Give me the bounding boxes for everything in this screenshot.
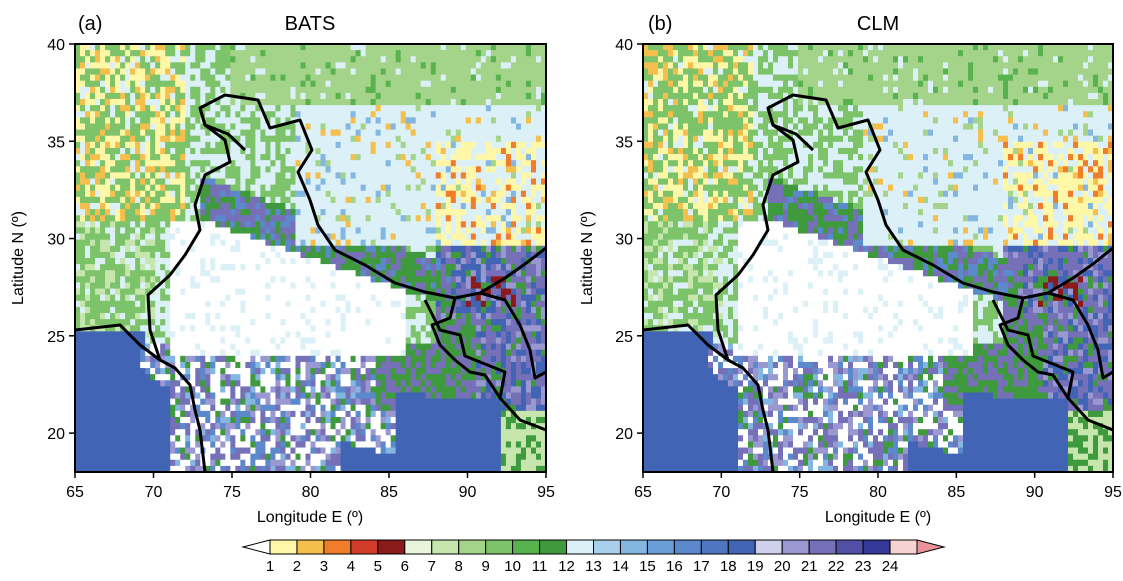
colorbar-over-arrow — [916, 539, 946, 555]
colorbar-under-arrow — [241, 539, 271, 555]
colorbar-swatch — [862, 539, 891, 555]
colorbar-swatch — [296, 539, 325, 555]
x-axis-label-clm: Longitude E (º) — [825, 509, 931, 526]
colorbar-label: 12 — [558, 558, 575, 575]
bats-field-raster — [75, 44, 546, 472]
bats-x-tick-label: 85 — [380, 484, 398, 501]
colorbar-swatch — [485, 539, 514, 555]
panel-letter-a: (a) — [78, 13, 102, 35]
clm-x-tick-label: 95 — [1104, 484, 1122, 501]
colorbar-label: 1 — [266, 558, 274, 575]
bats-country-borders — [75, 93, 546, 472]
bats-axis-ticks: 65 70 75 80 85 90 95 20 25 30 35 40 — [47, 37, 555, 501]
panel-title-clm: CLM — [857, 13, 899, 35]
colorbar-swatch — [404, 539, 433, 555]
colorbar-label: 13 — [585, 558, 602, 575]
colorbar-label: 15 — [639, 558, 656, 575]
colorbar-label: 10 — [504, 558, 521, 575]
colorbar-label: 3 — [320, 558, 328, 575]
colorbar-swatch — [619, 539, 648, 555]
colorbar-swatch — [889, 539, 918, 555]
y-axis-label-bats: Latitude N (º) — [10, 211, 27, 305]
colorbar-swatch — [350, 539, 379, 555]
y-axis-label-clm: Latitude N (º) — [579, 211, 596, 305]
clm-x-tick-label: 85 — [947, 484, 965, 501]
clm-x-tick-label: 90 — [1026, 484, 1044, 501]
bats-y-tick-label: 20 — [47, 426, 65, 443]
colorbar-label: 9 — [481, 558, 489, 575]
x-axis-label-bats: Longitude E (º) — [257, 509, 363, 526]
colorbar-label: 20 — [774, 558, 791, 575]
colorbar-swatch — [754, 539, 783, 555]
bats-x-tick-label: 65 — [66, 484, 84, 501]
clm-y-tick-label: 20 — [615, 426, 633, 443]
colorbar-label: 19 — [747, 558, 764, 575]
clm-axis-ticks: 65 70 75 80 85 90 95 20 25 30 35 40 — [615, 37, 1122, 501]
colorbar-label: 17 — [693, 558, 710, 575]
colorbar-label: 6 — [401, 558, 409, 575]
clm-y-tick-label: 25 — [615, 329, 633, 346]
map-panel-clm: 65 70 75 80 85 90 95 20 25 30 35 40 (b) CLM Longitu… — [579, 13, 1122, 526]
colorbar-swatch — [323, 539, 352, 555]
colorbar-swatches — [269, 539, 918, 555]
colorbar-swatch — [512, 539, 541, 555]
bats-x-tick-label: 70 — [145, 484, 163, 501]
bats-y-tick-label: 35 — [47, 134, 65, 151]
clm-field-raster — [643, 44, 1113, 472]
colorbar-label: 16 — [666, 558, 683, 575]
bats-y-tick-label: 25 — [47, 329, 65, 346]
clm-y-tick-label: 40 — [615, 37, 633, 54]
colorbar-label: 4 — [347, 558, 355, 575]
panel-letter-b: (b) — [648, 13, 672, 35]
colorbar-label: 14 — [612, 558, 629, 575]
clm-y-tick-label: 35 — [615, 134, 633, 151]
colorbar-swatch — [377, 539, 406, 555]
colorbar-swatch — [566, 539, 595, 555]
colorbar-swatch — [269, 539, 298, 555]
map-panel-bats: 65 70 75 80 85 90 95 20 25 30 35 40 (a) BATS Longit… — [10, 13, 555, 526]
bats-x-tick-label: 75 — [223, 484, 241, 501]
colorbar-label: 24 — [882, 558, 899, 575]
colorbar-labels: 1 2 3 4 5 6 7 8 9 10 11 12 13 14 15 16 17 18 19 20 21 22 23 24 — [266, 558, 899, 575]
colorbar-label: 23 — [855, 558, 872, 575]
bats-y-tick-label: 30 — [47, 232, 65, 249]
colorbar-swatch — [458, 539, 487, 555]
colorbar-label: 11 — [532, 558, 548, 575]
colorbar-label: 18 — [720, 558, 737, 575]
panel-title-bats: BATS — [285, 13, 336, 35]
bats-y-tick-label: 40 — [47, 37, 65, 54]
colorbar-label: 22 — [828, 558, 845, 575]
colorbar-swatch — [727, 539, 756, 555]
colorbar-label: 2 — [293, 558, 301, 575]
colorbar-swatch — [539, 539, 568, 555]
clm-x-tick-label: 75 — [791, 484, 809, 501]
bats-x-tick-label: 80 — [302, 484, 320, 501]
colorbar-swatch — [431, 539, 460, 555]
colorbar-swatch — [673, 539, 702, 555]
clm-x-tick-label: 70 — [712, 484, 730, 501]
bats-x-tick-label: 95 — [537, 484, 555, 501]
colorbar-swatch — [593, 539, 621, 555]
bats-x-tick-label: 90 — [459, 484, 477, 501]
colorbar-swatch — [646, 539, 675, 555]
colorbar-swatch — [835, 539, 864, 555]
colorbar-swatch — [700, 539, 729, 555]
clm-x-tick-label: 65 — [634, 484, 652, 501]
colorbar-swatch — [781, 539, 810, 555]
clm-x-tick-label: 80 — [869, 484, 887, 501]
colorbar-label: 5 — [374, 558, 382, 575]
clm-country-borders — [643, 93, 1113, 472]
colorbar-label: 21 — [801, 558, 818, 575]
colorbar-swatch — [808, 539, 837, 555]
clm-y-tick-label: 30 — [615, 232, 633, 249]
colorbar-label: 7 — [428, 558, 436, 575]
colorbar: 1 2 3 4 5 6 7 8 9 10 11 12 13 14 15 16 17 18 19 20 21 22 23 24 — [241, 539, 946, 575]
colorbar-label: 8 — [455, 558, 463, 575]
